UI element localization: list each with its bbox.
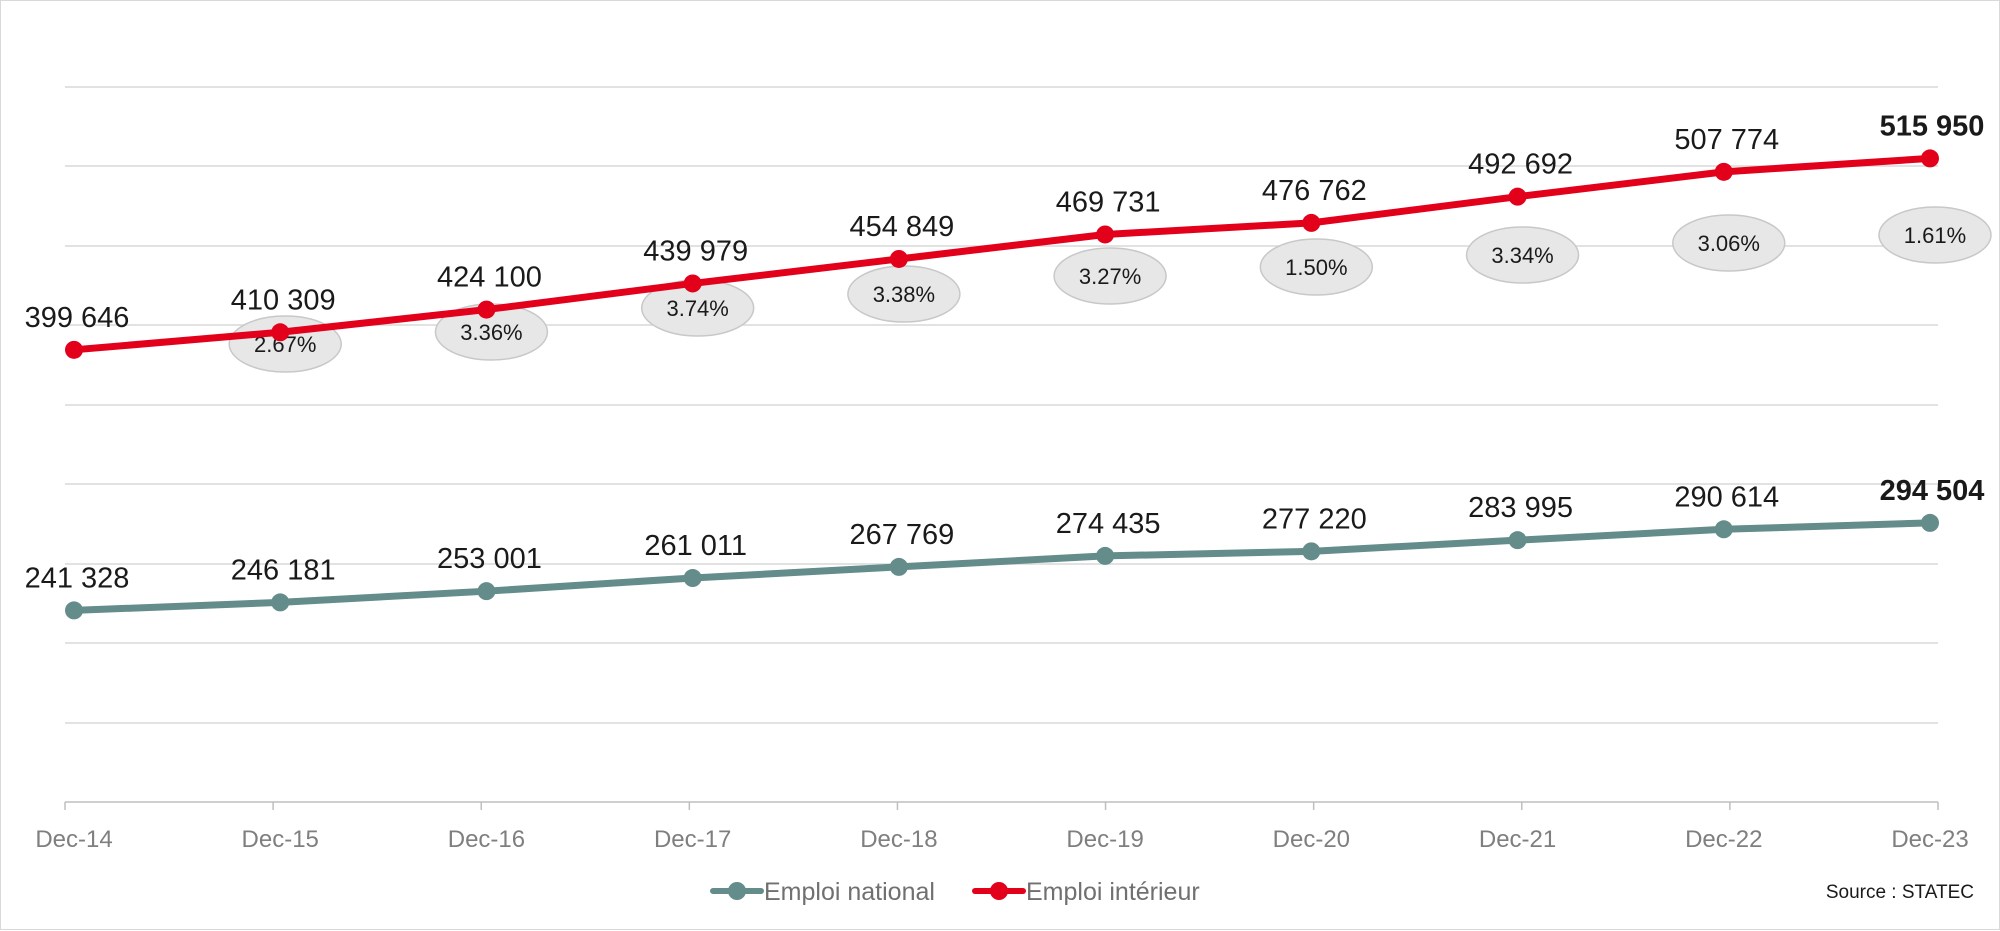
growth-rate-label: 1.50% <box>1285 255 1347 280</box>
growth-rate-label: 3.06% <box>1698 231 1760 256</box>
data-label-emploi-national: 261 011 <box>644 530 747 562</box>
legend: Emploi national Emploi intérieur <box>710 878 1200 906</box>
growth-rate-label: 3.27% <box>1079 264 1141 289</box>
data-point-emploi-int-rieur <box>65 340 83 359</box>
data-point-emploi-national <box>477 582 496 601</box>
data-label-emploi-national: 290 614 <box>1674 481 1779 513</box>
data-point-emploi-national <box>683 569 702 588</box>
x-tick-label: Dec-20 <box>1273 826 1350 853</box>
data-label-emploi-national: 253 001 <box>437 543 542 575</box>
series-line-emploi-int-rieur <box>70 154 1934 354</box>
data-label-emploi-national: 294 504 <box>1880 475 1985 507</box>
gridlines <box>65 86 1938 803</box>
data-point-emploi-int-rieur <box>271 323 290 342</box>
data-label-emploi-int-rieur: 469 731 <box>1056 186 1161 218</box>
data-point-emploi-national <box>271 593 290 612</box>
data-point-emploi-national <box>1096 546 1115 565</box>
data-point-emploi-int-rieur <box>1096 225 1115 244</box>
data-label-emploi-int-rieur: 399 646 <box>25 302 130 334</box>
x-tick-label: Dec-15 <box>242 826 319 853</box>
data-label-emploi-national: 246 181 <box>231 554 336 586</box>
x-tick-label: Dec-18 <box>860 826 937 853</box>
data-point-emploi-int-rieur <box>683 274 702 293</box>
growth-rate-label: 3.38% <box>873 282 935 307</box>
x-tick-label: Dec-19 <box>1066 826 1143 853</box>
series-line-emploi-national <box>70 519 1934 614</box>
growth-rate-bubble <box>1672 214 1786 272</box>
legend-swatch-marker <box>728 882 746 900</box>
x-tick-label: Dec-14 <box>35 826 112 853</box>
data-point-emploi-int-rieur <box>1921 149 1939 168</box>
x-tick-label: Dec-17 <box>654 826 731 853</box>
growth-rate-bubble <box>1465 226 1580 284</box>
x-axis: Dec-14 Dec-15 Dec-16 Dec-17 Dec-18 Dec-19 Dec-… <box>35 802 1969 853</box>
data-label-emploi-int-rieur: 492 692 <box>1468 149 1573 181</box>
data-point-emploi-national <box>889 557 908 576</box>
growth-rate-bubble <box>1878 206 1992 264</box>
data-label-emploi-national: 277 220 <box>1262 503 1367 535</box>
data-point-emploi-int-rieur <box>1302 213 1321 232</box>
data-point-emploi-int-rieur <box>1508 187 1527 206</box>
x-tick-label: Dec-16 <box>448 826 525 853</box>
growth-rate-bubble <box>1259 238 1374 296</box>
data-labels: 399 646 410 309 424 100 439 979 454 849 469 7… <box>25 110 1985 594</box>
data-label-emploi-int-rieur: 410 309 <box>231 284 336 316</box>
data-point-emploi-int-rieur <box>889 249 908 268</box>
data-label-emploi-int-rieur: 507 774 <box>1674 124 1779 156</box>
growth-rate-bubble <box>1053 247 1167 305</box>
x-tick-label: Dec-21 <box>1479 826 1556 853</box>
legend-label: Emploi intérieur <box>1026 878 1200 906</box>
x-tick-label: Dec-23 <box>1891 826 1968 853</box>
growth-rate-label: 3.36% <box>460 320 522 345</box>
data-label-emploi-int-rieur: 476 762 <box>1262 175 1367 207</box>
data-point-emploi-national <box>1921 513 1939 532</box>
growth-rate-label: 3.34% <box>1491 243 1553 268</box>
growth-rate-bubbles: 2.67% 3.36%3.74%3.38%3.27% 1.50% 3.34% 3.06%… <box>228 206 1992 373</box>
data-label-emploi-national: 274 435 <box>1056 508 1161 540</box>
data-label-emploi-national: 283 995 <box>1468 492 1573 524</box>
data-label-emploi-int-rieur: 439 979 <box>643 235 748 267</box>
data-label-emploi-national: 241 328 <box>25 562 130 594</box>
legend-swatch-marker <box>990 882 1008 900</box>
growth-rate-label: 1.61% <box>1904 223 1966 248</box>
data-point-emploi-int-rieur <box>477 300 496 319</box>
data-label-emploi-int-rieur: 424 100 <box>437 262 542 294</box>
legend-label: Emploi national <box>764 878 935 906</box>
data-point-emploi-national <box>1508 531 1527 550</box>
data-point-emploi-national <box>1302 542 1321 561</box>
series-lines <box>65 149 1939 620</box>
data-point-emploi-national <box>1714 520 1733 539</box>
data-label-emploi-national: 267 769 <box>849 519 954 551</box>
data-label-emploi-int-rieur: 454 849 <box>849 211 954 243</box>
source-label: Source : STATEC <box>1826 882 1974 903</box>
x-tick-label: Dec-22 <box>1685 826 1762 853</box>
data-point-emploi-int-rieur <box>1714 162 1733 181</box>
data-point-emploi-national <box>65 601 83 620</box>
growth-rate-label: 3.74% <box>666 296 728 321</box>
data-label-emploi-int-rieur: 515 950 <box>1880 110 1985 142</box>
